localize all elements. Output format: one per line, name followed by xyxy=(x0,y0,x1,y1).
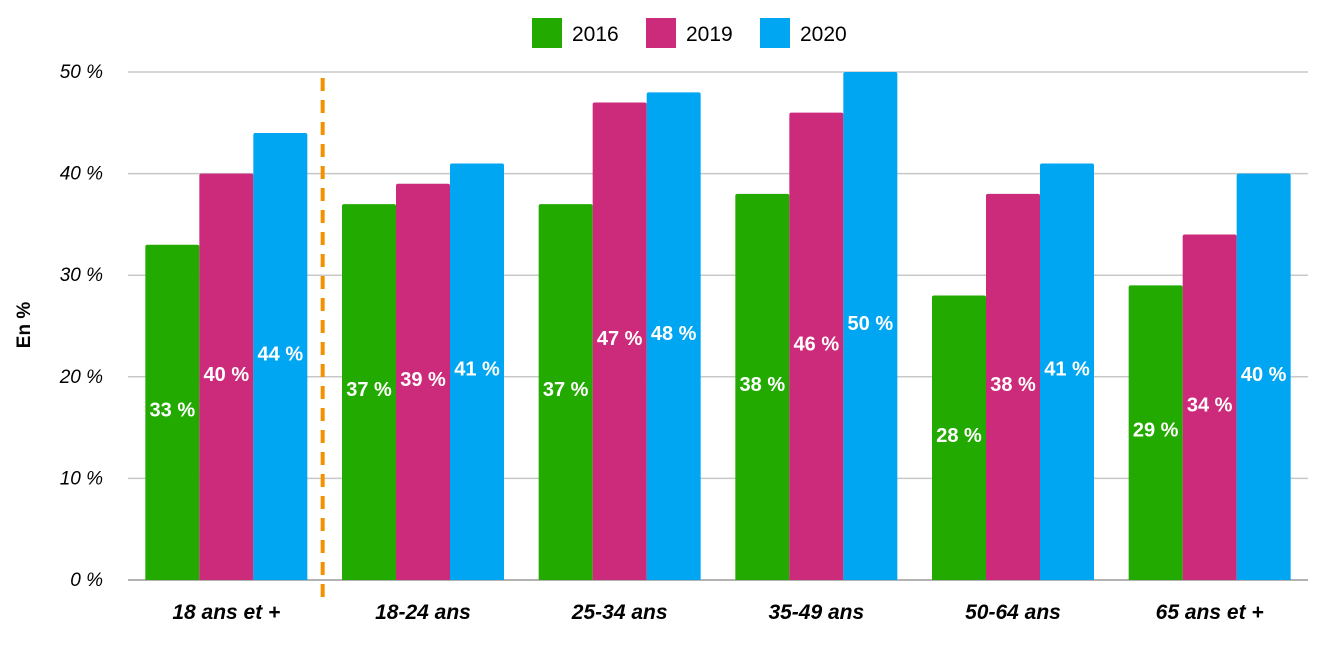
data-label-2020-4: 41 % xyxy=(1044,359,1090,381)
bars xyxy=(145,72,1291,581)
bar-2020-4 xyxy=(1040,163,1094,580)
bar-2020-1 xyxy=(450,163,504,580)
legend: 2016 2019 2020 xyxy=(532,18,847,48)
x-tick-label: 50-64 ans xyxy=(965,601,1061,624)
bar-2019-4 xyxy=(986,193,1040,581)
legend-label-2020: 2020 xyxy=(800,23,847,46)
bar-2020-5 xyxy=(1236,173,1291,580)
x-axis-ticks: 18 ans et + 18-24 ans 25-34 ans 35-49 ans 50… xyxy=(172,601,1263,624)
data-labels: 33 % 40 % 44 % 37 % 39 % 41 % 37 % 47 % 48 % 38 %… xyxy=(150,313,1287,447)
x-tick-label: 18 ans et + xyxy=(172,601,280,624)
legend-label-2016: 2016 xyxy=(572,23,619,46)
bar-2019-0 xyxy=(199,173,254,580)
bar-2019-2 xyxy=(592,102,647,580)
legend-swatch-2019 xyxy=(646,18,676,48)
data-label-2020-1: 41 % xyxy=(454,359,500,381)
bar-2019-3 xyxy=(789,112,844,580)
data-label-2019-1: 39 % xyxy=(400,369,446,391)
y-tick-label: 0 % xyxy=(70,570,103,591)
data-label-2016-5: 29 % xyxy=(1133,420,1179,442)
data-label-2016-0: 33 % xyxy=(150,399,196,421)
data-label-2019-2: 47 % xyxy=(597,328,643,350)
data-label-2019-3: 46 % xyxy=(794,333,840,355)
bar-2019-5 xyxy=(1182,234,1237,580)
x-tick-label: 35-49 ans xyxy=(768,601,864,624)
y-tick-label: 10 % xyxy=(60,468,103,489)
data-label-2016-1: 37 % xyxy=(346,379,392,401)
legend-swatch-2020 xyxy=(760,18,790,48)
bar-2016-3 xyxy=(735,193,790,581)
bar-2016-2 xyxy=(538,204,593,580)
data-label-2016-3: 38 % xyxy=(740,374,786,396)
x-tick-label: 25-34 ans xyxy=(571,601,668,624)
data-label-2016-2: 37 % xyxy=(543,379,589,401)
legend-swatch-2016 xyxy=(532,18,562,48)
bar-2016-4 xyxy=(932,295,986,580)
x-tick-label: 65 ans et + xyxy=(1156,601,1264,624)
y-axis-label: En % xyxy=(14,302,35,349)
bar-2019-1 xyxy=(396,183,450,580)
data-label-2019-4: 38 % xyxy=(990,374,1036,396)
bar-2020-3 xyxy=(843,72,898,580)
y-tick-label: 50 % xyxy=(60,62,103,83)
y-tick-label: 40 % xyxy=(60,164,103,185)
data-label-2020-2: 48 % xyxy=(651,323,697,345)
bar-2020-2 xyxy=(646,92,701,580)
y-tick-label: 20 % xyxy=(59,367,103,388)
bar-2016-1 xyxy=(342,204,396,580)
data-label-2020-3: 50 % xyxy=(848,313,894,335)
y-axis-ticks: 0 % 10 % 20 % 30 % 40 % 50 % xyxy=(59,62,103,591)
bar-2016-5 xyxy=(1128,285,1183,580)
bar-2016-0 xyxy=(145,244,200,580)
data-label-2019-5: 34 % xyxy=(1187,394,1233,416)
bar-2020-0 xyxy=(253,132,308,580)
data-label-2019-0: 40 % xyxy=(204,364,250,386)
data-label-2020-0: 44 % xyxy=(258,343,304,365)
y-tick-label: 30 % xyxy=(60,265,103,286)
x-tick-label: 18-24 ans xyxy=(375,601,471,624)
data-label-2020-5: 40 % xyxy=(1241,364,1287,386)
legend-label-2019: 2019 xyxy=(686,23,733,46)
data-label-2016-4: 28 % xyxy=(936,425,982,447)
